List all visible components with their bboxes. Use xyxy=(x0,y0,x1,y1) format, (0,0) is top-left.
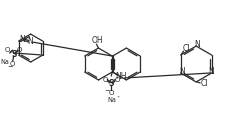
Text: NH: NH xyxy=(115,72,126,81)
Text: O: O xyxy=(5,47,10,53)
Text: N: N xyxy=(20,35,25,44)
Text: N: N xyxy=(208,67,213,76)
Text: −: − xyxy=(104,88,110,94)
Text: S: S xyxy=(109,79,114,88)
Text: −: − xyxy=(7,64,12,70)
Text: Cl: Cl xyxy=(183,44,190,53)
Text: O: O xyxy=(10,61,15,67)
Text: O: O xyxy=(17,47,22,53)
Text: Cl: Cl xyxy=(200,79,208,88)
Text: ⁺: ⁺ xyxy=(117,96,120,101)
Text: O: O xyxy=(109,90,114,96)
Text: OH: OH xyxy=(92,36,103,45)
Text: S: S xyxy=(11,50,16,58)
Text: Na: Na xyxy=(108,97,117,103)
Text: Na: Na xyxy=(0,59,9,65)
Text: N: N xyxy=(28,37,33,46)
Text: O: O xyxy=(103,77,108,83)
Text: N: N xyxy=(194,40,200,49)
Text: N: N xyxy=(180,67,185,76)
Text: O: O xyxy=(114,77,120,83)
